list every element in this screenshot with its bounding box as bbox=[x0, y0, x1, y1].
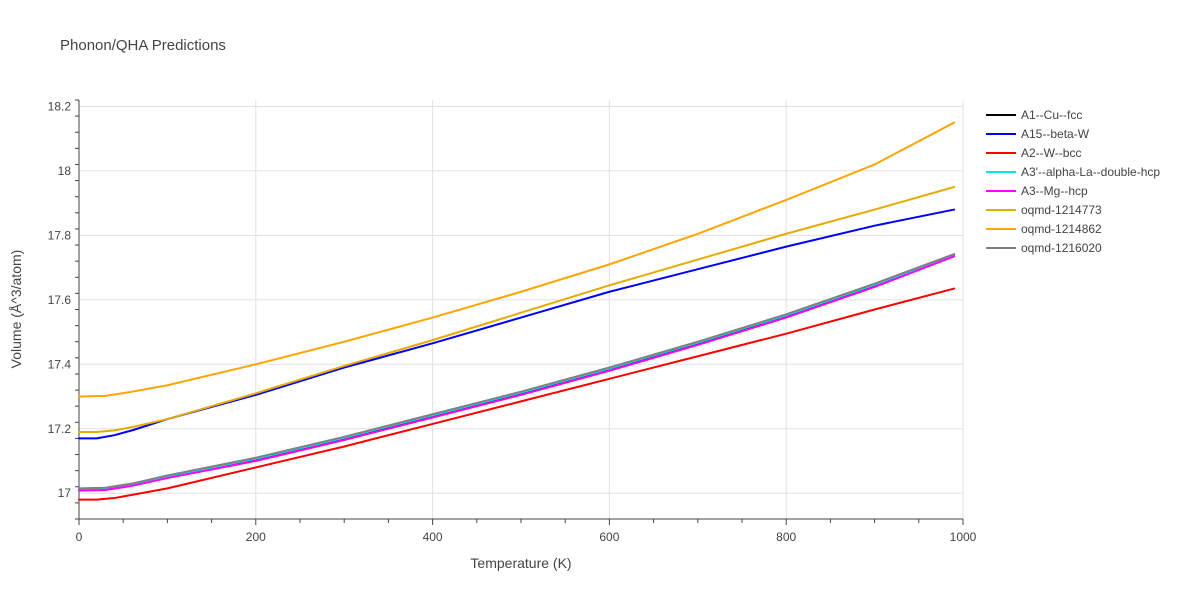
legend-item[interactable]: oqmd-1216020 bbox=[986, 241, 1102, 255]
legend-item[interactable]: A2--W--bcc bbox=[986, 146, 1081, 160]
y-axis-label: Volume (Å^3/atom) bbox=[8, 250, 24, 369]
axes-layer: 0 200 400 600 800 1000 17 17.2 17.4 17.6 17.8 18 18.… bbox=[48, 99, 977, 544]
x-tick-label: 600 bbox=[599, 530, 619, 544]
series-line-a1-cu-fcc bbox=[78, 255, 956, 491]
series-line-oqmd-1214862 bbox=[78, 121, 956, 398]
y-tick-label: 17.6 bbox=[48, 293, 72, 307]
series-line-a15-beta-w bbox=[78, 208, 956, 440]
grid-layer bbox=[79, 100, 964, 519]
legend-label: A3--Mg--hcp bbox=[1021, 184, 1088, 198]
chart-title: Phonon/QHA Predictions bbox=[60, 37, 226, 54]
series-line-a3-alpha-la-double-hcp bbox=[78, 254, 956, 491]
legend-item[interactable]: A3--Mg--hcp bbox=[986, 184, 1088, 198]
y-tick-label: 17.4 bbox=[48, 357, 72, 371]
series-line-oqmd-1214773 bbox=[78, 186, 956, 433]
x-tick-label: 1000 bbox=[950, 530, 977, 544]
legend-item[interactable]: A15--beta-W bbox=[986, 127, 1090, 141]
series-layer bbox=[78, 121, 956, 501]
y-tick-label: 17.8 bbox=[48, 228, 72, 242]
y-tick-label: 17.2 bbox=[48, 422, 72, 436]
y-tick-label: 18.2 bbox=[48, 99, 72, 113]
legend-item[interactable]: A3'--alpha-La--double-hcp bbox=[986, 165, 1160, 179]
legend: A1--Cu--fcc A15--beta-W A2--W--bcc A3'--alp… bbox=[986, 108, 1160, 255]
legend-label: oqmd-1214773 bbox=[1021, 203, 1102, 217]
legend-item[interactable]: oqmd-1214862 bbox=[986, 222, 1102, 236]
legend-label: oqmd-1216020 bbox=[1021, 241, 1102, 255]
series-line-a2-w-bcc bbox=[78, 287, 956, 501]
x-tick-label: 0 bbox=[76, 530, 83, 544]
legend-label: oqmd-1214862 bbox=[1021, 222, 1102, 236]
y-tick-label: 18 bbox=[58, 164, 72, 178]
legend-item[interactable]: oqmd-1214773 bbox=[986, 203, 1102, 217]
x-tick-label: 200 bbox=[246, 530, 266, 544]
legend-label: A1--Cu--fcc bbox=[1021, 108, 1082, 122]
y-tick-label: 17 bbox=[58, 486, 72, 500]
series-line-a3-mg-hcp bbox=[78, 255, 956, 492]
legend-item[interactable]: A1--Cu--fcc bbox=[986, 108, 1082, 122]
x-tick-label: 400 bbox=[423, 530, 443, 544]
x-axis-label: Temperature (K) bbox=[470, 555, 571, 571]
x-tick-label: 800 bbox=[776, 530, 796, 544]
series-line-oqmd-1216020 bbox=[78, 253, 956, 490]
legend-label: A2--W--bcc bbox=[1021, 146, 1081, 160]
legend-label: A15--beta-W bbox=[1021, 127, 1090, 141]
legend-label: A3'--alpha-La--double-hcp bbox=[1021, 165, 1160, 179]
